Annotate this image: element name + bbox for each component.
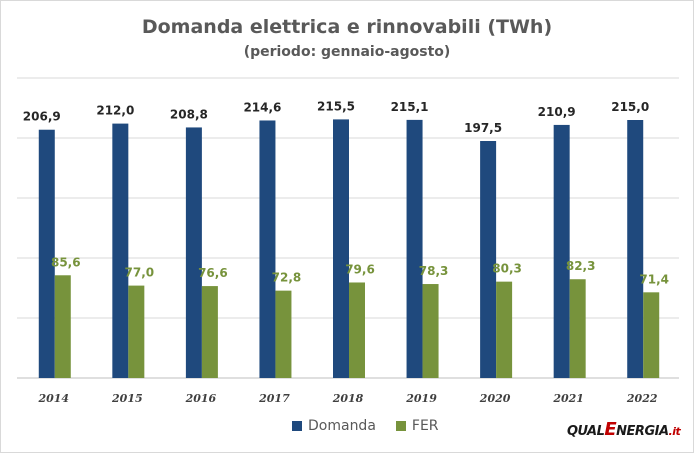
logo-text-e: E [604,419,617,440]
data-label-domanda-2015: 212,0 [96,104,134,118]
data-label-fer-2022: 71,4 [639,272,669,286]
bar-domanda-2021 [553,124,570,378]
legend-item-fer: FER [395,418,439,434]
bar-fer-2018 [349,282,365,378]
x-tick-label-2020: 2020 [479,392,511,405]
data-label-fer-2019: 78,3 [419,264,449,278]
bar-domanda-2016 [185,127,202,378]
bar-domanda-2020 [480,141,497,378]
bar-domanda-2019 [406,119,423,378]
logo-text-it: .it [668,425,681,438]
data-label-fer-2021: 82,3 [566,259,596,273]
chart-subtitle: (periodo: gennaio-agosto) [243,44,451,60]
data-label-fer-2020: 80,3 [492,262,522,276]
data-label-fer-2017: 72,8 [272,271,302,285]
data-label-domanda-2021: 210,9 [538,105,576,119]
bar-fer-2016 [201,286,218,378]
legend-label-fer: FER [411,418,439,434]
legend: Domanda FER [292,418,459,434]
data-label-domanda-2020: 197,5 [464,121,502,135]
x-tick-label-2017: 2017 [258,392,290,405]
x-tick-label-2022: 2022 [626,392,658,405]
data-label-domanda-2014: 206,9 [23,110,61,124]
data-label-domanda-2022: 215,0 [611,100,649,114]
bar-fer-2022 [643,292,660,378]
x-tick-label-2019: 2019 [405,392,437,405]
qualenergia-logo: QUALENERGIA.it [567,419,681,440]
bar-domanda-2018 [333,119,349,379]
bar-fer-2017 [275,290,292,378]
x-tick-label-2016: 2016 [185,392,217,405]
legend-swatch-fer [395,421,406,431]
data-label-fer-2014: 85,6 [51,255,81,269]
bar-fer-2014 [54,275,71,378]
x-tick-label-2018: 2018 [332,392,364,405]
bar-fer-2015 [128,285,145,378]
data-label-fer-2015: 77,0 [125,266,155,280]
data-label-fer-2018: 79,6 [345,262,375,276]
legend-label-domanda: Domanda [308,418,376,434]
logo-text-qual: QUAL [567,424,605,439]
data-label-domanda-2016: 208,8 [170,107,208,121]
x-tick-label-2015: 2015 [111,392,143,405]
bar-domanda-2022 [627,120,644,378]
legend-swatch-domanda [292,421,302,431]
legend-item-domanda: Domanda [292,418,376,434]
bar-domanda-2014 [38,129,55,378]
bar-fer-2019 [422,284,439,378]
x-tick-label-2021: 2021 [552,392,584,405]
data-label-fer-2016: 76,6 [198,266,228,280]
data-label-domanda-2018: 215,5 [317,99,355,113]
logo-text-nergia: NERGIA [616,424,669,439]
bar-domanda-2017 [259,120,276,378]
bar-fer-2021 [569,279,586,378]
x-tick-label-2014: 2014 [37,392,69,405]
bar-fer-2020 [496,281,513,378]
bar-domanda-2015 [112,123,129,378]
chart-title: Domanda elettrica e rinnovabili (TWh) [141,16,553,38]
data-label-domanda-2019: 215,1 [391,100,429,114]
data-label-domanda-2017: 214,6 [243,100,281,114]
